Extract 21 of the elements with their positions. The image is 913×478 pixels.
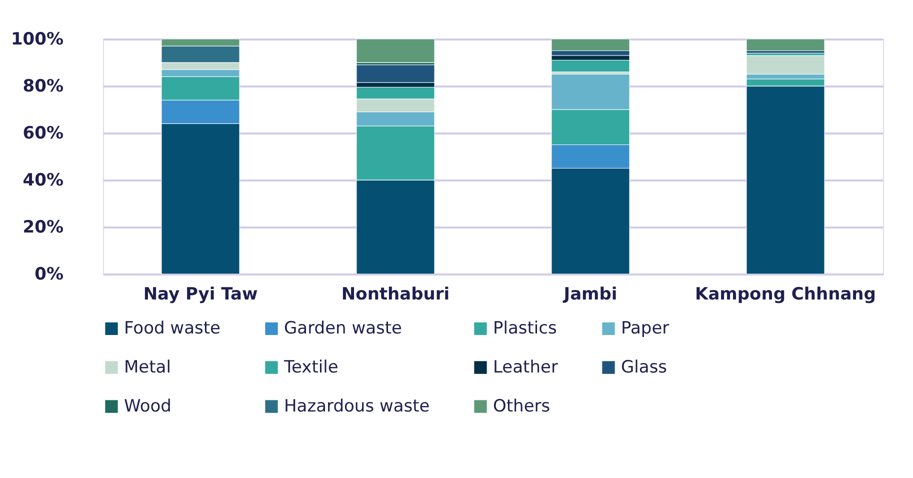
legend-label: Plastics xyxy=(493,318,557,339)
legend-label: Textile xyxy=(283,358,338,378)
legend-label: Wood xyxy=(124,396,172,416)
legend-label: Leather xyxy=(493,358,558,378)
legend-label: Paper xyxy=(621,318,670,339)
legend-label: Others xyxy=(493,396,550,416)
x-tick-label: Kampong Chhnang xyxy=(695,284,876,304)
x-tick-label: Nonthaburi xyxy=(341,284,450,304)
y-tick-label: 0% xyxy=(34,264,64,284)
y-tick-label: 20% xyxy=(22,218,64,238)
y-tick-label: 40% xyxy=(22,170,64,190)
y-tick-label: 80% xyxy=(22,76,64,96)
legend-label: Metal xyxy=(124,358,171,378)
y-tick-label: 60% xyxy=(22,124,64,144)
y-tick-label: 100% xyxy=(10,30,64,50)
legend-label: Hazardous waste xyxy=(284,396,430,416)
legend-label: Garden waste xyxy=(284,318,402,339)
x-tick-label: Nay Pyi Taw xyxy=(143,284,258,304)
legend-label: Food waste xyxy=(124,318,220,339)
x-tick-label: Jambi xyxy=(562,284,618,304)
legend-label: Glass xyxy=(621,358,668,378)
